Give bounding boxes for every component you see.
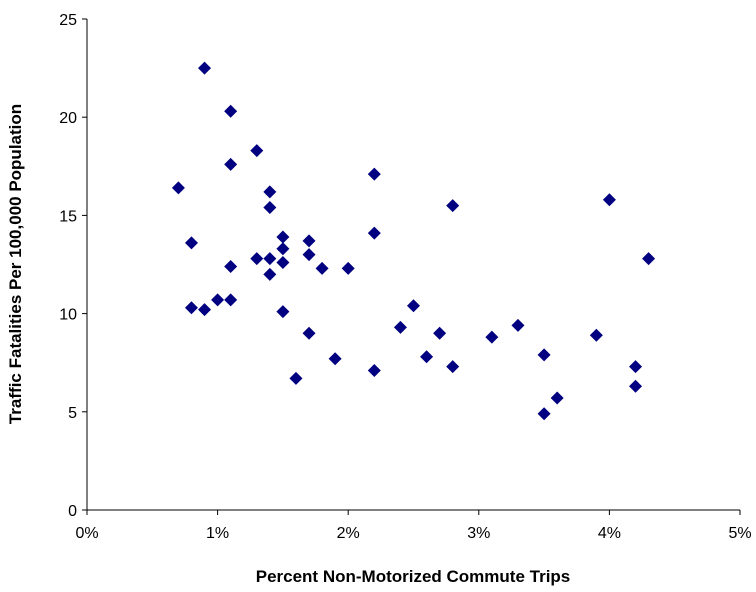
x-tick-label: 3% xyxy=(467,525,490,542)
data-point xyxy=(224,293,237,306)
plot-area: 0 5 10 15 20 25 0% 1% 2% 3% 4% 5% xyxy=(59,12,751,542)
data-points xyxy=(172,62,655,421)
data-point xyxy=(538,407,551,420)
y-axis-ticks: 0 5 10 15 20 25 xyxy=(59,12,87,520)
data-point xyxy=(211,293,224,306)
data-point xyxy=(276,256,289,269)
y-tick-label: 0 xyxy=(68,503,77,520)
x-tick-label: 2% xyxy=(337,525,360,542)
data-point xyxy=(198,62,211,75)
data-point xyxy=(289,372,302,385)
data-point xyxy=(263,252,276,265)
y-tick-label: 10 xyxy=(59,307,77,324)
data-point xyxy=(368,227,381,240)
data-point xyxy=(224,260,237,273)
y-axis-title: Traffic Fatalities Per 100,000 Populatio… xyxy=(6,104,25,424)
x-axis-title: Percent Non-Motorized Commute Trips xyxy=(256,567,571,586)
data-point xyxy=(263,268,276,281)
y-tick-label: 5 xyxy=(68,405,77,422)
data-point xyxy=(185,301,198,314)
data-point xyxy=(603,193,616,206)
data-point xyxy=(263,185,276,198)
data-point xyxy=(276,231,289,244)
data-point xyxy=(250,144,263,157)
data-point xyxy=(342,262,355,275)
x-tick-label: 1% xyxy=(206,525,229,542)
data-point xyxy=(433,327,446,340)
y-tick-label: 15 xyxy=(59,208,77,225)
x-tick-label: 5% xyxy=(728,525,751,542)
data-point xyxy=(303,327,316,340)
x-axis-ticks: 0% 1% 2% 3% 4% 5% xyxy=(75,510,751,542)
data-point xyxy=(224,158,237,171)
data-point xyxy=(263,201,276,214)
data-point xyxy=(446,360,459,373)
x-tick-label: 0% xyxy=(75,525,98,542)
data-point xyxy=(224,105,237,118)
x-tick-label: 4% xyxy=(598,525,621,542)
data-point xyxy=(394,321,407,334)
data-point xyxy=(485,331,498,344)
data-point xyxy=(590,329,603,342)
data-point xyxy=(172,181,185,194)
data-point xyxy=(551,392,564,405)
data-point xyxy=(420,350,433,363)
data-point xyxy=(198,303,211,316)
data-point xyxy=(276,242,289,255)
data-point xyxy=(316,262,329,275)
data-point xyxy=(368,168,381,181)
data-point xyxy=(511,319,524,332)
data-point xyxy=(303,234,316,247)
y-tick-label: 20 xyxy=(59,110,77,127)
data-point xyxy=(629,380,642,393)
data-point xyxy=(250,252,263,265)
data-point xyxy=(185,236,198,249)
y-tick-label: 25 xyxy=(59,12,77,29)
data-point xyxy=(276,305,289,318)
data-point xyxy=(538,348,551,361)
data-point xyxy=(368,364,381,377)
data-point xyxy=(629,360,642,373)
data-point xyxy=(303,248,316,261)
data-point xyxy=(642,252,655,265)
data-point xyxy=(329,352,342,365)
data-point xyxy=(446,199,459,212)
data-point xyxy=(407,299,420,312)
